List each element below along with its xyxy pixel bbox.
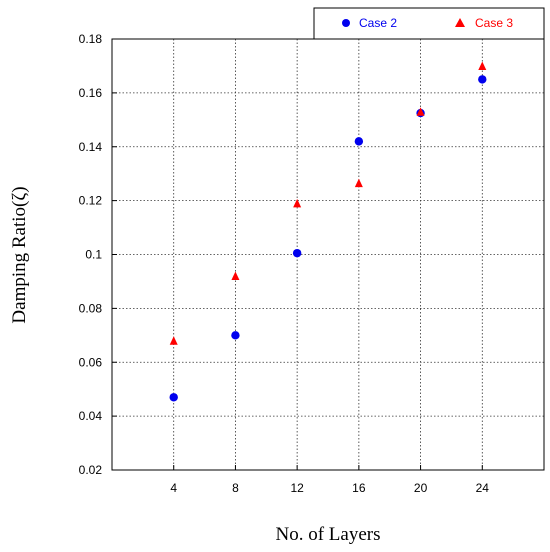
x-axis-ticks: 4 8 12 16 20 24	[170, 465, 489, 495]
data-points	[169, 61, 487, 402]
y-tick-label: 0.02	[79, 463, 103, 477]
y-tick-label: 0.1	[85, 248, 102, 262]
point-case-2	[478, 75, 487, 84]
point-case-3	[169, 336, 178, 345]
legend-box	[313, 7, 545, 40]
y-axis-title: Damping Ratio(ζ)	[9, 186, 30, 323]
x-tick-label: 24	[476, 481, 490, 495]
y-tick-label: 0.04	[79, 409, 103, 423]
y-axis-ticks: 0.02 0.04 0.06 0.08 0.1 0.12 0.14 0.16 0.18	[79, 32, 117, 477]
x-tick-label: 20	[414, 481, 428, 495]
x-tick-label: 4	[170, 481, 177, 495]
point-case-3	[478, 61, 487, 70]
point-case-3	[354, 178, 363, 188]
x-tick-label: 8	[232, 481, 239, 495]
y-tick-label: 0.08	[79, 301, 103, 315]
point-case-2	[231, 331, 240, 340]
point-case-3	[416, 107, 425, 116]
legend-label-case-2: Case 2	[359, 16, 397, 30]
point-case-3	[293, 198, 302, 208]
y-tick-label: 0.16	[79, 86, 103, 100]
x-axis-title: No. of Layers	[276, 524, 381, 545]
y-tick-label: 0.06	[79, 355, 103, 369]
y-tick-label: 0.12	[79, 194, 103, 208]
y-tick-label: 0.18	[79, 32, 103, 46]
x-tick-label: 16	[352, 481, 366, 495]
point-case-2	[169, 393, 178, 402]
legend: Case 2 Case 3	[313, 7, 545, 40]
plot-frame	[111, 38, 545, 471]
y-tick-label: 0.14	[79, 140, 103, 154]
point-case-2	[354, 137, 364, 146]
grid-lines	[112, 38, 544, 471]
legend-marker-case-2	[342, 19, 350, 27]
x-tick-label: 12	[290, 481, 304, 495]
legend-marker-case-3	[455, 18, 465, 27]
point-case-2	[292, 248, 302, 258]
point-case-3	[231, 271, 240, 281]
legend-label-case-3: Case 3	[475, 16, 513, 30]
